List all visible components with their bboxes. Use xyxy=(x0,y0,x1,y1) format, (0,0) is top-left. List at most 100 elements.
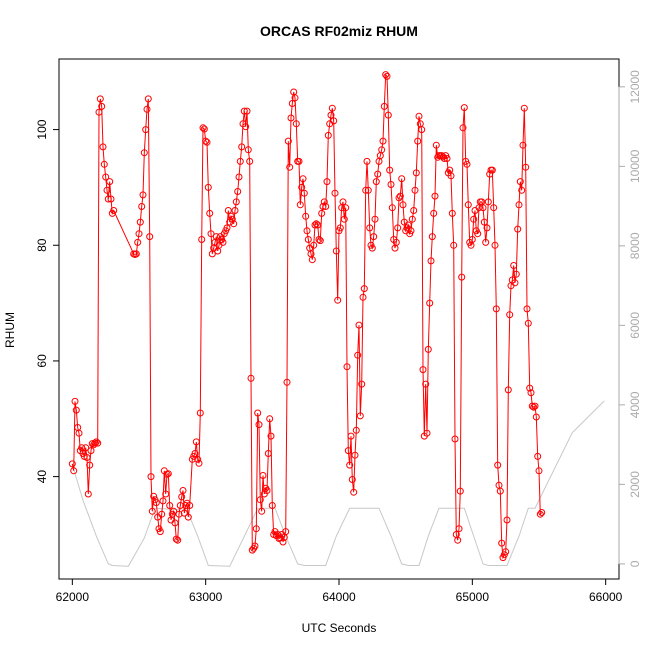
rhum-data-point xyxy=(395,194,403,202)
rhum-data-point xyxy=(482,238,490,246)
rhum-data-point xyxy=(410,207,418,214)
rhum-data-point xyxy=(399,201,407,209)
rhum-data-point xyxy=(223,224,231,232)
rhum-data-point xyxy=(318,209,326,217)
right-y-tick-label: 2000 xyxy=(628,471,642,498)
rhum-data-point xyxy=(459,124,467,132)
rhum-data-point xyxy=(494,461,502,469)
rhum-data-point xyxy=(92,438,100,446)
rhum-data-point xyxy=(164,470,172,478)
rhum-data-point xyxy=(292,120,300,128)
rhum-data-point xyxy=(146,233,154,241)
rhum-data-point xyxy=(366,224,374,232)
rhum-data-point xyxy=(230,220,238,228)
y-tick-label: 40 xyxy=(35,470,49,484)
rhum-data-point xyxy=(328,104,336,112)
rhum-data-point xyxy=(267,432,275,440)
rhum-data-point xyxy=(303,227,311,235)
x-axis: 62000 63000 64000 65000 66000 xyxy=(56,578,623,604)
rhum-data-point xyxy=(207,230,215,238)
rhum-data-point xyxy=(204,183,212,191)
rhum-data-point xyxy=(136,218,144,226)
rhum-data-point xyxy=(310,241,318,249)
rhum-data-point xyxy=(82,444,90,452)
rhum-data-point xyxy=(528,402,536,410)
rhum-data-point xyxy=(302,212,310,220)
x-tick-label: 66000 xyxy=(589,590,623,604)
rhum-data-point xyxy=(162,490,170,498)
rhum-data-point xyxy=(359,293,367,301)
rhum-data-point xyxy=(490,204,498,212)
rhum-data-point xyxy=(140,149,148,157)
rhum-data-point xyxy=(252,525,260,533)
rhum-data-point xyxy=(460,104,468,112)
rhum-data-point xyxy=(332,247,340,255)
rhum-data-point xyxy=(100,160,108,168)
rhum-data-point xyxy=(334,296,342,304)
rhum-data-point xyxy=(422,380,430,388)
rhum-data-point xyxy=(479,204,487,212)
rhum-data-point xyxy=(88,440,96,448)
rhum-data-point xyxy=(202,137,210,145)
y-tick-label: 80 xyxy=(35,238,49,252)
right-y-tick-label: 6000 xyxy=(628,312,642,339)
rhum-data-point xyxy=(378,146,386,154)
rhum-data-point xyxy=(107,195,115,203)
rhum-data-point xyxy=(148,507,156,515)
rhum-data-point xyxy=(411,186,419,194)
right-y-tick-label: 8000 xyxy=(628,232,642,259)
rhum-data-point xyxy=(234,188,242,195)
rhum-data-point xyxy=(228,215,236,223)
rhum-data-point xyxy=(152,499,160,507)
rhum-data-point xyxy=(519,141,527,149)
rhum-data-point xyxy=(427,257,435,265)
rhum-data-point xyxy=(354,351,362,359)
rhum-data-point xyxy=(343,363,351,371)
rhum-data-point xyxy=(232,198,240,206)
rhum-data-point xyxy=(319,203,327,210)
rhum-data-point xyxy=(474,230,482,238)
y-axis: 40 60 80 100 xyxy=(35,119,60,484)
rhum-data-point xyxy=(264,450,272,457)
right-y-tick-label: 12000 xyxy=(628,70,642,104)
rhum-data-point xyxy=(312,220,320,228)
rhum-data-point xyxy=(496,487,504,495)
rhum-data-point xyxy=(300,189,308,197)
rhum-data-point xyxy=(156,528,164,536)
rhum-data-point xyxy=(511,279,519,287)
rhum-data-point xyxy=(431,192,439,200)
rhum-data-point xyxy=(458,273,466,281)
rhum-data-point xyxy=(364,186,372,194)
rhum-data-point xyxy=(432,141,440,149)
rhum-data-point xyxy=(258,507,266,515)
rhum-data-point xyxy=(246,157,254,165)
rhum-data-point xyxy=(447,172,455,180)
rhum-data-point xyxy=(87,447,95,455)
right-y-tick-label: 10000 xyxy=(628,149,642,183)
rhum-data-point xyxy=(175,510,183,518)
rhum-data-point xyxy=(150,492,158,500)
rhum-data-point xyxy=(282,528,290,536)
rhum-data-point xyxy=(295,157,303,165)
rhum-data-point xyxy=(68,460,76,468)
rhum-data-point xyxy=(322,203,330,210)
rhum-data-point xyxy=(454,536,462,544)
rhum-data-point xyxy=(296,201,304,209)
rhum-data-point xyxy=(470,215,478,223)
rhum-data-point xyxy=(415,112,423,120)
rhum-data-point xyxy=(504,386,512,394)
rhum-data-point xyxy=(498,539,506,547)
y-tick-label: 60 xyxy=(35,354,49,368)
rhum-data-point xyxy=(259,472,267,479)
x-tick-label: 64000 xyxy=(322,590,356,604)
rhum-data-point xyxy=(394,224,402,232)
rhum-data-point xyxy=(287,114,295,122)
rhum-data-point xyxy=(243,107,251,115)
rhum-data-point xyxy=(327,111,335,119)
rhum-data-point xyxy=(83,454,91,461)
rhum-data-point xyxy=(522,163,530,171)
rhum-data-point xyxy=(426,299,434,307)
rhum-data-point xyxy=(423,429,431,437)
